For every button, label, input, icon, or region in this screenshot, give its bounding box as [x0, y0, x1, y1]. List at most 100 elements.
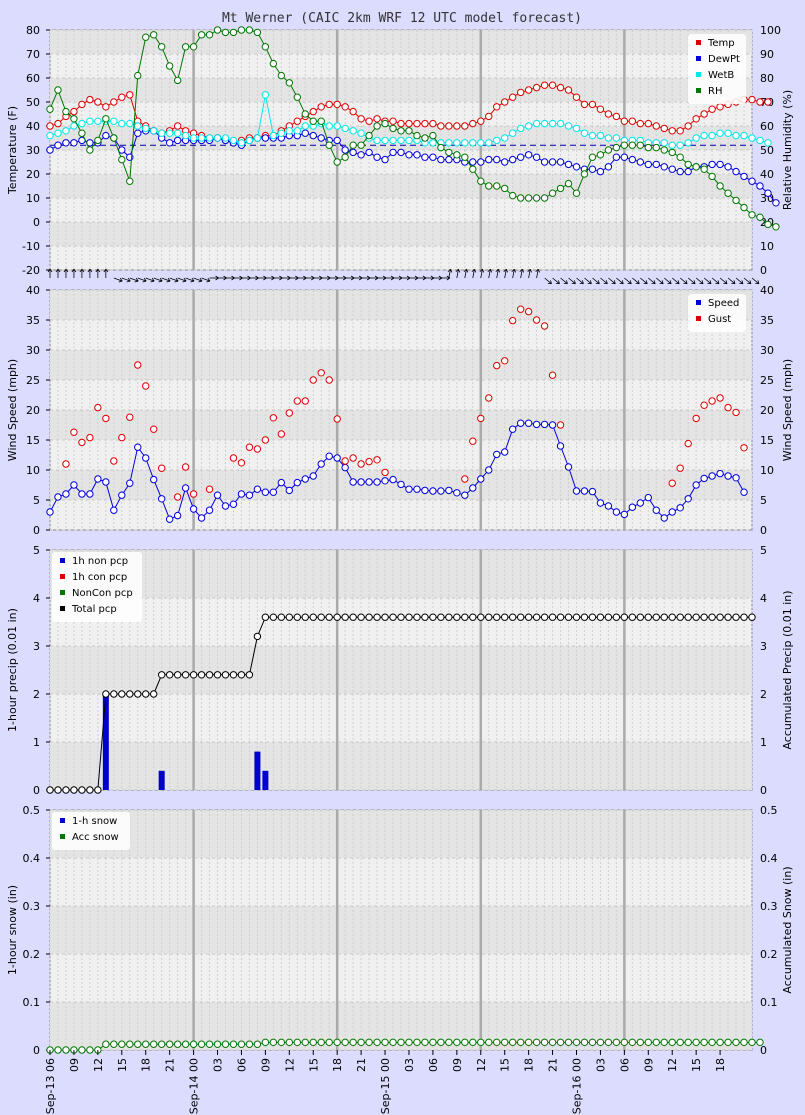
ytick-right-label: 5 — [760, 494, 767, 507]
precip-point — [46, 786, 54, 794]
wind-arrow — [47, 268, 53, 278]
temperature-point — [54, 119, 62, 128]
temperature-point — [86, 95, 94, 104]
wind-point — [181, 463, 190, 471]
wind-arrow-head — [699, 280, 704, 285]
wind-arrow-head — [166, 277, 171, 283]
wind-point — [86, 433, 94, 442]
temperature-point — [644, 160, 652, 169]
wind-point — [213, 491, 222, 499]
temperature-ylabel-right: Relative Humidity (%) — [781, 90, 794, 210]
ytick-label: -10 — [22, 240, 40, 253]
wind-point — [740, 444, 748, 452]
temperature-point — [461, 139, 469, 147]
temperature-point — [429, 139, 437, 147]
wind-arrow-head — [495, 268, 501, 273]
temperature-point — [508, 191, 517, 200]
temperature-point — [285, 127, 294, 135]
ytick-right-label: 0.4 — [760, 852, 778, 865]
wind-arrow — [527, 268, 533, 279]
ytick-right-label: 1 — [760, 736, 767, 749]
wind-arrow-head — [479, 268, 485, 273]
precip-point — [213, 671, 222, 679]
wind-point — [381, 477, 389, 485]
temperature-point — [764, 139, 772, 147]
wind-point — [660, 514, 668, 522]
wind-point — [413, 485, 421, 493]
wind-point — [508, 316, 517, 325]
temperature-point — [556, 184, 565, 193]
temperature-point — [684, 160, 692, 169]
temperature-point — [405, 151, 413, 159]
temperature-point — [469, 158, 477, 166]
temperature-point — [493, 103, 501, 111]
wind-arrow — [321, 275, 331, 281]
wind-point — [485, 394, 493, 402]
snow-point — [572, 1038, 581, 1047]
temperature-point — [357, 141, 365, 149]
temperature-point — [764, 189, 772, 197]
temperature-point — [405, 136, 413, 145]
wind-arrow — [455, 268, 461, 279]
precip-point — [508, 613, 517, 621]
ytick-right-label: 0.1 — [760, 996, 778, 1009]
snow-point — [205, 1040, 214, 1048]
wind-arrow-head — [707, 280, 712, 285]
wind-point — [724, 472, 732, 480]
wind-point — [540, 420, 549, 429]
wind-arrow — [401, 275, 411, 281]
ytick-label: 20 — [26, 168, 40, 181]
xtick-label: 03 — [212, 1058, 225, 1072]
wind-arrow-head — [87, 268, 93, 273]
ytick-right-label: 2 — [760, 688, 767, 701]
temperature-point — [221, 134, 230, 142]
snow-point — [652, 1038, 660, 1047]
precip-bar — [102, 694, 109, 790]
wind-point — [373, 456, 381, 464]
wind-point — [636, 499, 645, 507]
ytick-label: 80 — [26, 24, 40, 37]
wind-arrow-shaft — [727, 277, 736, 285]
wind-point — [461, 491, 469, 499]
precip-point — [469, 613, 477, 621]
temperature-point — [110, 98, 118, 106]
temperature-point — [740, 172, 748, 181]
ytick-right-label: 35 — [760, 314, 774, 327]
precip-point — [445, 613, 453, 621]
temperature-point — [660, 146, 668, 154]
temperature-point — [740, 203, 748, 212]
wind-series-line — [49, 422, 745, 520]
wind-arrow — [727, 277, 736, 285]
precip-point — [652, 613, 660, 621]
wind-arrow-shaft — [703, 277, 712, 285]
wind-arrow-shaft — [169, 277, 179, 282]
legend-label: Total pcp — [71, 604, 117, 615]
wind-point — [301, 475, 309, 483]
temperature-point — [102, 103, 110, 111]
ytick-right-label: 0.2 — [760, 948, 778, 961]
wind-point — [229, 454, 238, 462]
wind-point — [221, 502, 230, 510]
wind-arrow-head — [659, 280, 664, 285]
temperature-point — [612, 143, 621, 152]
temperature-point — [429, 131, 437, 140]
wind-arrow-head — [103, 268, 109, 273]
temperature-point — [668, 127, 676, 135]
xtick-label: 09 — [259, 1058, 272, 1072]
temperature-point — [732, 196, 740, 205]
ytick-label: 3 — [33, 640, 40, 653]
temperature-point — [126, 177, 134, 185]
wind-arrow-head — [95, 268, 101, 273]
ytick-right-label: 30 — [760, 344, 774, 357]
snow-point — [181, 1040, 190, 1048]
temperature-point — [253, 134, 262, 142]
temperature-point — [628, 117, 637, 125]
wind-arrow — [305, 275, 315, 281]
snow-point — [748, 1038, 756, 1047]
wind-arrow — [313, 275, 323, 281]
temperature-point — [700, 110, 708, 118]
precip-point — [740, 613, 748, 621]
wind-point — [421, 486, 429, 495]
precip-point — [477, 613, 485, 621]
wind-arrow-head — [691, 280, 696, 285]
